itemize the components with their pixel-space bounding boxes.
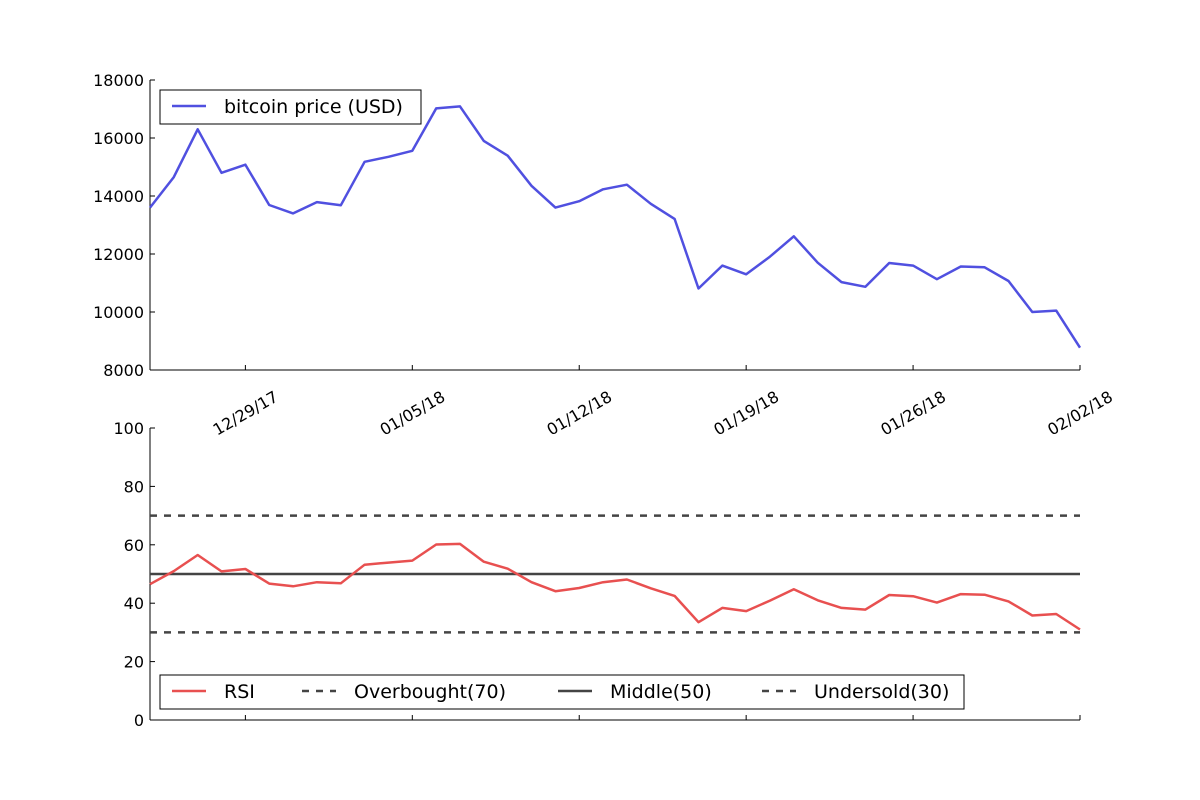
legend-label: Overbought(70) — [354, 681, 506, 703]
y-tick-label: 12000 — [93, 245, 144, 264]
rsi-chart: 0 20 40 60 80 100 RSI Overbought(70) Middle(50) U… — [113, 419, 1081, 730]
legend-label: Undersold(30) — [814, 681, 949, 703]
y-tick-label: 100 — [113, 419, 144, 438]
y-tick-label: 18000 — [93, 71, 144, 90]
legend-label: bitcoin price (USD) — [224, 96, 403, 118]
y-tick-label: 8000 — [103, 361, 144, 380]
x-tick-label: 01/12/18 — [543, 387, 615, 439]
x-tick-label: 01/19/18 — [710, 387, 782, 439]
y-tick-label: 10000 — [93, 303, 144, 322]
series-line — [149, 105, 1082, 349]
x-tick-label: 12/29/17 — [210, 387, 282, 439]
x-tick-label: 01/05/18 — [377, 387, 449, 439]
rsi-legend: RSI Overbought(70) Middle(50) Undersold(30) — [159, 674, 965, 710]
y-tick-label: 60 — [124, 536, 144, 555]
y-tick-label: 40 — [124, 594, 144, 613]
y-tick-label: 80 — [124, 477, 144, 496]
price-chart: 8000 10000 12000 14000 16000 18000 12/29/17 01/… — [93, 71, 1116, 439]
y-tick-label: 20 — [124, 653, 144, 672]
y-tick-label: 14000 — [93, 187, 144, 206]
price-legend: bitcoin price (USD) — [159, 89, 422, 125]
series-line — [149, 542, 1081, 631]
legend-label: Middle(50) — [610, 681, 712, 703]
y-tick-label: 16000 — [93, 129, 144, 148]
x-tick-label: 01/26/18 — [877, 387, 949, 439]
x-tick-label: 02/02/18 — [1044, 387, 1116, 439]
legend-label: RSI — [224, 681, 255, 703]
y-tick-label: 0 — [134, 711, 144, 730]
